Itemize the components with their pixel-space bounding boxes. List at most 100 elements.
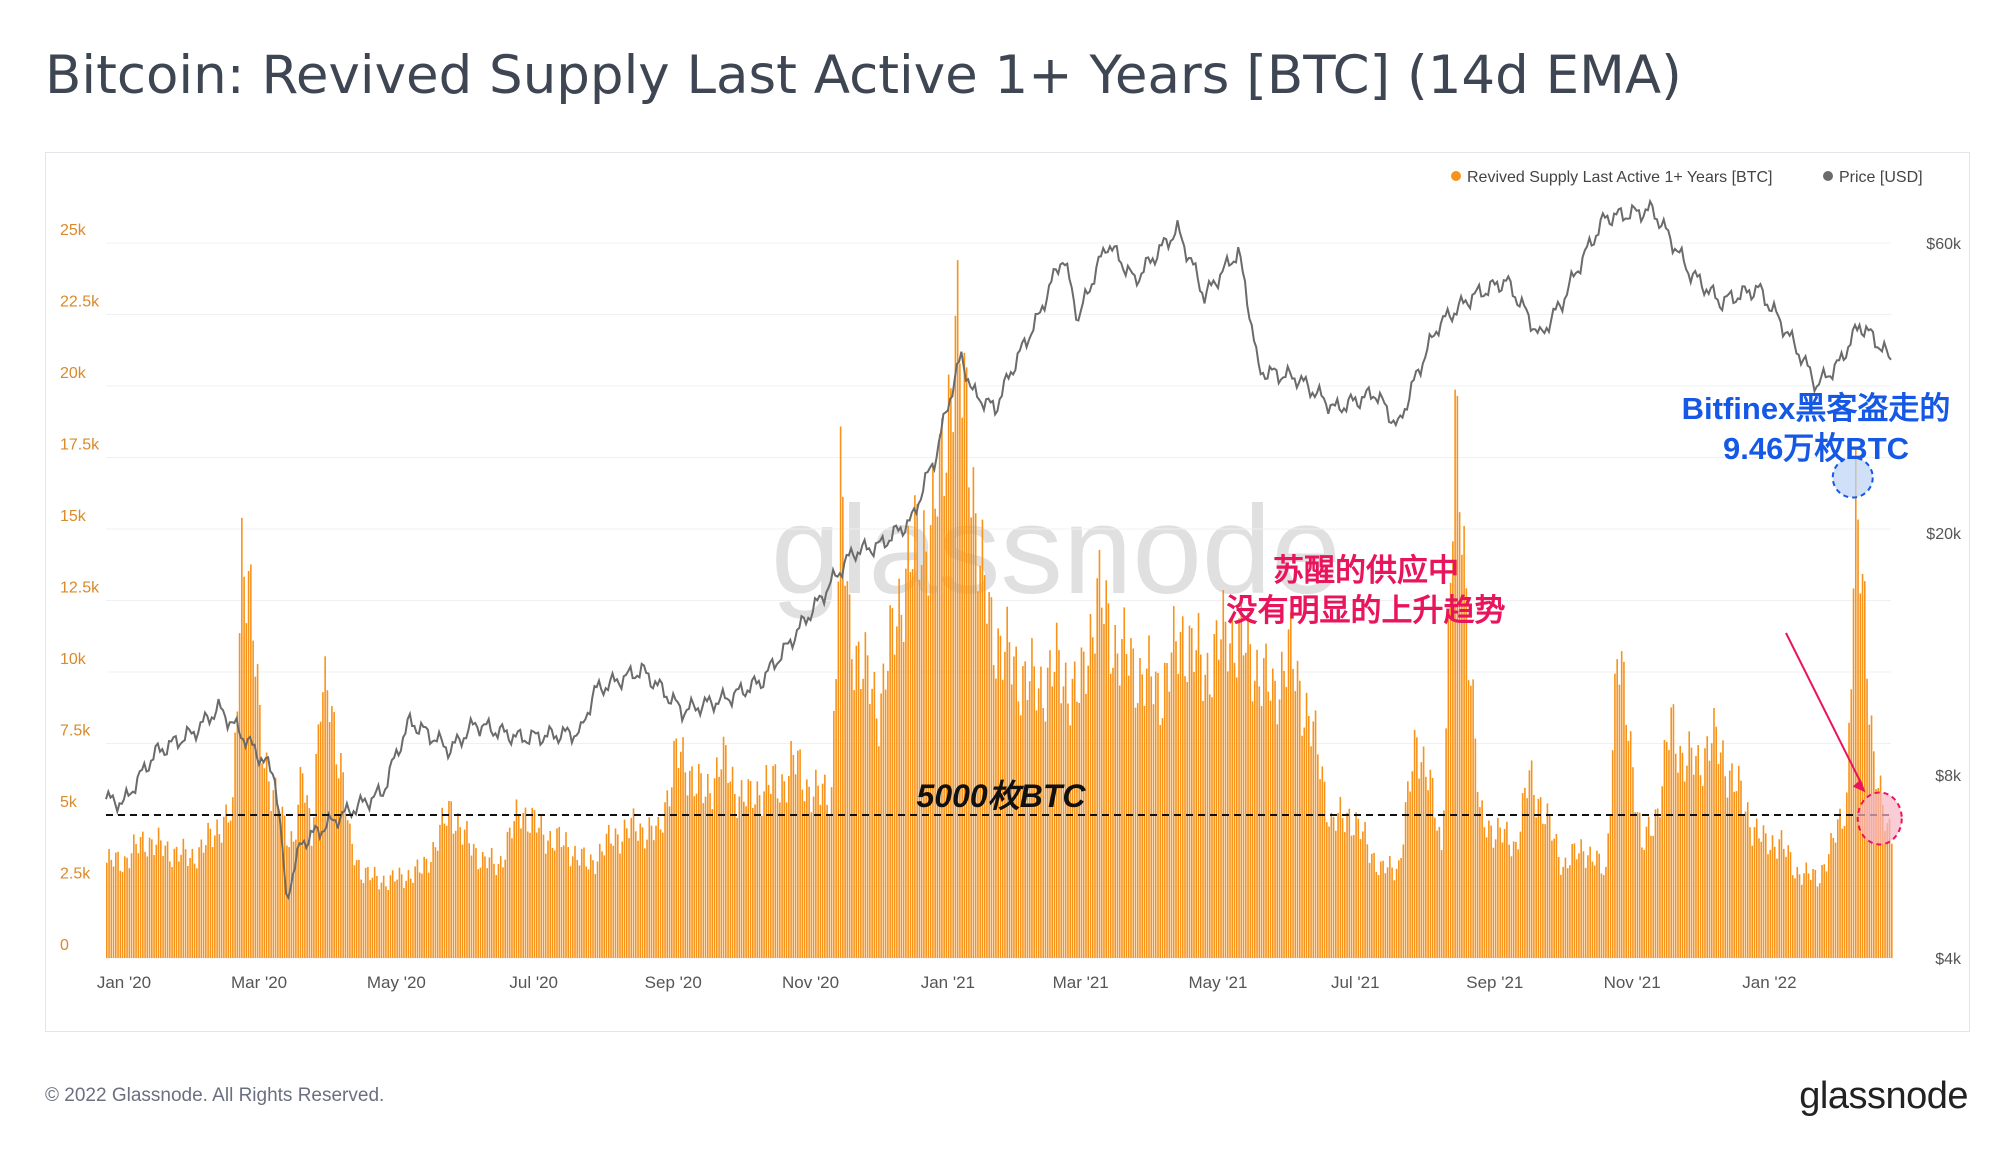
supply-bar: [781, 774, 783, 958]
supply-bar: [1769, 849, 1772, 958]
supply-bar: [540, 815, 543, 958]
supply-bar: [1296, 660, 1299, 958]
chart-panel: glassnode 5000枚BTC Jan '20 Mar '20 May '20…: [45, 152, 1970, 1032]
supply-bar: [1197, 612, 1200, 958]
supply-bar: [986, 623, 988, 958]
supply-bar: [427, 872, 430, 958]
supply-bar: [1555, 833, 1558, 958]
supply-bar: [270, 810, 272, 958]
supply-bar: [479, 867, 482, 958]
page-title: Bitcoin: Revived Supply Last Active 1+ Y…: [45, 45, 1682, 106]
supply-bar: [1652, 835, 1654, 958]
supply-bar: [1035, 710, 1038, 958]
supply-bar: [835, 679, 837, 958]
supply-bar: [468, 843, 470, 958]
supply-bar: [1265, 643, 1267, 958]
supply-bar: [1625, 724, 1627, 958]
legend-price-dot[interactable]: [1823, 171, 1833, 181]
supply-bar: [1337, 812, 1339, 958]
supply-bar: [1807, 873, 1810, 958]
supply-bar: [1384, 873, 1387, 958]
supply-bar: [1271, 668, 1274, 958]
supply-bar: [1413, 729, 1416, 958]
supply-bar: [1713, 707, 1715, 958]
price-line: [105, 198, 1892, 901]
supply-bar: [340, 753, 342, 958]
supply-bar: [1062, 686, 1065, 958]
supply-bar: [1330, 812, 1333, 958]
supply-bar: [943, 495, 945, 958]
supply-bar: [128, 868, 131, 958]
y-left-tick-label: 15k: [60, 508, 87, 525]
supply-bar: [245, 623, 248, 958]
supply-bar: [502, 867, 504, 958]
supply-bar: [1643, 849, 1645, 958]
supply-bar: [1814, 869, 1817, 958]
supply-bar: [1859, 593, 1862, 958]
supply-bar: [308, 808, 311, 958]
supply-bar: [1118, 685, 1121, 958]
supply-bar: [1310, 746, 1312, 958]
supply-bar: [216, 819, 218, 958]
supply-bar: [1882, 804, 1884, 958]
supply-bar: [774, 764, 777, 958]
supply-bar: [1515, 841, 1517, 958]
supply-bar: [934, 508, 936, 958]
supply-bar: [1499, 827, 1501, 958]
supply-bar: [1143, 705, 1146, 958]
supply-bar: [1260, 706, 1263, 958]
supply-bar: [1830, 833, 1832, 958]
supply-bar: [1362, 831, 1364, 958]
supply-bar: [139, 837, 142, 958]
supply-bar: [1395, 868, 1398, 958]
supply-bar: [1634, 812, 1636, 958]
legend-supply-label[interactable]: Revived Supply Last Active 1+ Years [BTC…: [1467, 169, 1773, 186]
supply-bar: [1341, 818, 1344, 958]
supply-bar: [1731, 763, 1733, 958]
supply-bar: [1623, 661, 1625, 958]
supply-bar: [1278, 699, 1281, 958]
legend-price-label[interactable]: Price [USD]: [1839, 169, 1923, 186]
supply-bar: [1010, 684, 1013, 958]
supply-bar: [461, 844, 464, 958]
supply-bar: [752, 807, 754, 958]
supply-bar: [842, 496, 844, 958]
supply-bar: [909, 572, 912, 958]
supply-bar: [1195, 650, 1198, 958]
supply-bar: [1249, 644, 1252, 958]
supply-bar: [286, 845, 288, 958]
supply-bar: [657, 816, 660, 958]
x-tick-label: Jul '21: [1331, 973, 1380, 992]
supply-bar: [362, 883, 365, 958]
supply-bar: [961, 417, 963, 958]
supply-bar: [646, 839, 648, 958]
supply-bar: [893, 654, 896, 958]
supply-bar: [725, 745, 727, 958]
supply-bar: [1501, 842, 1504, 958]
supply-bar: [716, 757, 718, 958]
supply-bar: [1528, 770, 1531, 958]
supply-bar: [1238, 618, 1240, 958]
supply-bar: [1472, 679, 1474, 958]
supply-bar: [1024, 661, 1026, 958]
supply-bar: [171, 867, 173, 958]
supply-bar: [247, 570, 250, 958]
supply-bar: [1064, 662, 1067, 958]
supply-bar: [1028, 681, 1031, 958]
supply-bar: [869, 704, 871, 958]
supply-bar: [1157, 672, 1159, 958]
supply-bar: [106, 862, 108, 958]
supply-bar: [1069, 725, 1071, 958]
legend-supply-dot[interactable]: [1451, 171, 1461, 181]
supply-bar: [189, 858, 191, 958]
supply-bar: [700, 773, 702, 958]
supply-bar: [511, 838, 513, 958]
supply-bar: [1620, 651, 1623, 958]
supply-bar: [522, 812, 525, 958]
supply-bar: [749, 781, 752, 958]
supply-bar: [1591, 861, 1594, 958]
supply-bar: [864, 632, 867, 958]
supply-bar: [436, 850, 439, 958]
supply-bar: [1314, 710, 1317, 958]
supply-bar: [562, 845, 565, 958]
